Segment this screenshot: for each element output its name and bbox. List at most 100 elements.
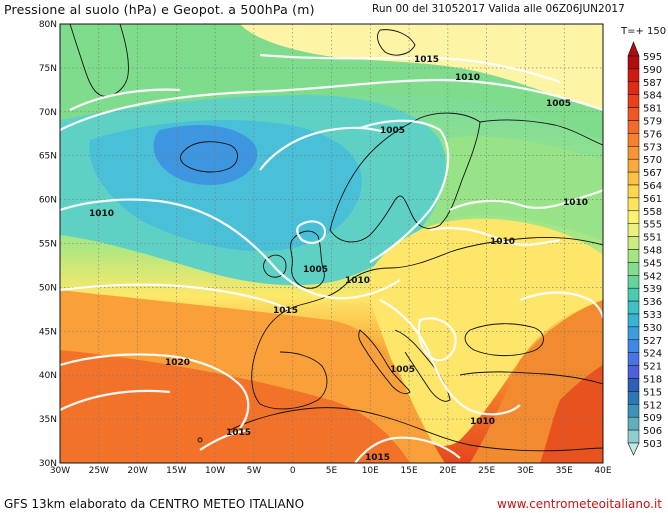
legend-swatch [627, 378, 640, 392]
forecast-step: T=+ 150 [621, 26, 667, 37]
isobar-1015-france [60, 283, 291, 311]
isobar-1010-baltic [429, 226, 561, 246]
isobar-1005-balkans [379, 299, 521, 416]
legend-value: 579 [643, 117, 662, 128]
legend-value: 564 [643, 181, 662, 192]
isobar-label-1010-russia: 1010 [563, 198, 588, 208]
coast-greenland [69, 24, 129, 97]
legend-arrow-bottom [627, 442, 640, 456]
lon-label: 20E [439, 466, 456, 476]
coast-black-sea [464, 323, 544, 357]
coast-turkey [459, 371, 603, 385]
lat-label: 30N [39, 459, 57, 469]
map-field: 1015 1010 1005 1005 1010 1010 1010 1005 … [60, 24, 603, 463]
lat-label: 55N [39, 240, 57, 250]
legend-swatch [627, 223, 640, 237]
lat-label: 50N [39, 283, 57, 293]
isobar-label-1015-france: 1015 [273, 306, 298, 316]
isobar-label-1010-north: 1010 [455, 73, 480, 83]
coast-russia-north [479, 119, 603, 146]
legend-swatch [627, 133, 640, 147]
legend-swatch [627, 262, 640, 276]
lon-label: 25E [478, 466, 495, 476]
legend-value: 558 [643, 207, 662, 218]
lon-label: 30W [50, 466, 70, 476]
legend-swatch [627, 120, 640, 134]
legend-value: 570 [643, 155, 662, 166]
lon-label: 15E [401, 466, 418, 476]
legend-swatch [627, 287, 640, 302]
isobar-1010-west [60, 198, 401, 300]
legend-value: 521 [643, 362, 662, 373]
legend-swatch [627, 184, 640, 199]
legend-value: 590 [643, 65, 662, 76]
legend-value: 542 [643, 271, 662, 282]
isobar-label-1005-barents: 1005 [546, 99, 571, 109]
legend-swatch [627, 275, 640, 289]
isobar-label-1005-northsea: 1005 [303, 265, 328, 275]
legend-swatch [627, 326, 640, 341]
legend-value: 548 [643, 246, 662, 257]
legend-swatch [627, 313, 640, 328]
field-deep-orange [60, 350, 410, 463]
model-credit: GFS 13km elaborato da CENTRO METEO ITALI… [4, 497, 305, 511]
isobar-label-1010-turkey: 1010 [470, 417, 495, 427]
legend-swatch [627, 404, 640, 418]
isobar-label-1005-balkans: 1005 [390, 365, 415, 375]
legend-swatch [627, 158, 640, 173]
isobar-label-1010-baltic: 1010 [490, 237, 515, 247]
legend-swatch [627, 94, 640, 108]
website-link[interactable]: www.centrometeoitaliano.it [497, 497, 662, 511]
legend-swatch [627, 352, 640, 366]
coast-italy [358, 329, 411, 395]
legend-swatch [627, 416, 640, 431]
coast-iceland [180, 141, 238, 173]
lon-label: 10E [362, 466, 379, 476]
legend-swatch [627, 107, 640, 121]
isobar-label-1015-north: 1015 [414, 55, 439, 65]
lat-label: 60N [39, 196, 57, 206]
legend-swatch [627, 171, 640, 186]
legend-swatch [627, 391, 640, 405]
map-frame [59, 23, 604, 464]
legend-value: 587 [643, 78, 662, 89]
legend-swatch [627, 197, 640, 212]
lon-label: 5E [326, 466, 338, 476]
lon-label: 5W [247, 466, 262, 476]
lon-label: 0 [290, 466, 296, 476]
legend-swatch [627, 55, 640, 70]
legend-swatch [627, 210, 640, 224]
lon-label: 40E [594, 466, 611, 476]
legend-swatch [627, 300, 640, 315]
lon-label: 25W [89, 466, 109, 476]
isobar-label-1005-norway: 1005 [380, 126, 405, 136]
isobars [60, 53, 603, 463]
field-yellow-ridge [367, 218, 603, 446]
lon-label: 20W [127, 466, 147, 476]
lon-label: 15W [166, 466, 186, 476]
coast-great-britain [290, 230, 325, 289]
legend-value: 527 [643, 336, 662, 347]
legend-swatch [627, 236, 640, 250]
isobar-label-1015-libya: 1015 [365, 453, 390, 463]
lon-label: 30E [517, 466, 534, 476]
isobar-1005-arc [259, 126, 386, 171]
coast-canary [197, 437, 203, 443]
legend-swatch [627, 68, 640, 83]
legend-swatch [627, 429, 640, 444]
field-red-east [540, 365, 603, 463]
lat-label: 70N [39, 108, 57, 118]
isobar-1005-norway [359, 119, 450, 263]
isobar-1020-lower [60, 389, 171, 411]
field-green-band [60, 24, 603, 140]
legend-value: 545 [643, 258, 662, 269]
legend-swatch [627, 81, 640, 95]
legend-value: 555 [643, 220, 662, 231]
map-title: Pressione al suolo (hPa) e Geopot. a 500… [4, 2, 315, 17]
legend-swatch [627, 146, 640, 160]
legend-swatch [627, 339, 640, 353]
isobar-low-hungary [417, 317, 457, 362]
